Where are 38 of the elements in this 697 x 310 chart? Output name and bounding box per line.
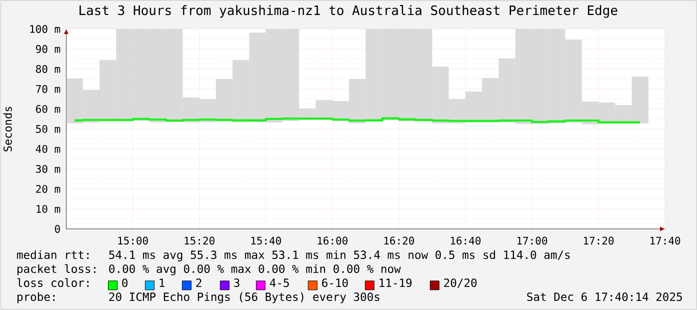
text: 0.00 % avg 0.00 % max 0.00 % min 0.00 % now bbox=[109, 264, 401, 276]
x-tick-label: 17:20 bbox=[584, 236, 614, 245]
y-tick-label: 70 m bbox=[36, 85, 60, 93]
text: 20/20 bbox=[444, 278, 477, 288]
chart-title: Last 3 Hours from yakushima-nz1 to Australia Southeast Perimeter Edge bbox=[80, 5, 618, 18]
y-tick-label: 50 m bbox=[36, 125, 60, 133]
x-tick-label: 16:20 bbox=[384, 236, 414, 245]
text: Sat Dec 6 17:40:14 2025 bbox=[527, 292, 682, 302]
text: probe: bbox=[18, 292, 55, 304]
text: 54.1 ms avg 55.3 ms max 53.1 ms min 53.4 ms now 0.5 ms sd 114.0 am/s bbox=[109, 250, 570, 262]
text: 11-19 bbox=[380, 278, 412, 288]
y-tick-label: 40 m bbox=[36, 145, 60, 153]
text: median rtt: bbox=[17, 250, 89, 260]
x-tick-label: 16:40 bbox=[450, 236, 481, 245]
text: 3 bbox=[234, 278, 240, 288]
text: loss color: bbox=[17, 278, 89, 288]
x-tick-label: 17:40 bbox=[650, 236, 680, 245]
text: 2 bbox=[196, 278, 202, 287]
text: 0 bbox=[122, 278, 128, 288]
y-axis-title: Seconds bbox=[3, 106, 12, 152]
x-tick-label: 15:20 bbox=[184, 236, 214, 245]
text: 4-5 bbox=[270, 278, 289, 288]
y-tick-label: 80 m bbox=[36, 65, 60, 74]
y-tick-label: 60 m bbox=[36, 105, 60, 113]
text: packet loss: bbox=[18, 264, 96, 276]
text: 1 bbox=[160, 278, 164, 287]
y-tick-label: 90 m bbox=[36, 45, 60, 54]
x-tick-label: 16:00 bbox=[318, 236, 348, 245]
x-tick-label: 15:40 bbox=[251, 236, 281, 245]
y-tick-label: 100 m bbox=[30, 25, 60, 34]
y-tick-label: 0 bbox=[54, 224, 60, 233]
y-tick-label: 10 m bbox=[36, 205, 60, 213]
text: 6-10 bbox=[322, 278, 348, 288]
text: 20 ICMP Echo Pings (56 Bytes) every 300s bbox=[109, 292, 380, 304]
y-tick-label: 20 m bbox=[36, 185, 60, 193]
x-tick-label: 17:00 bbox=[517, 236, 548, 245]
y-tick-label: 30 m bbox=[36, 165, 60, 173]
x-tick-label: 15:00 bbox=[118, 236, 148, 245]
